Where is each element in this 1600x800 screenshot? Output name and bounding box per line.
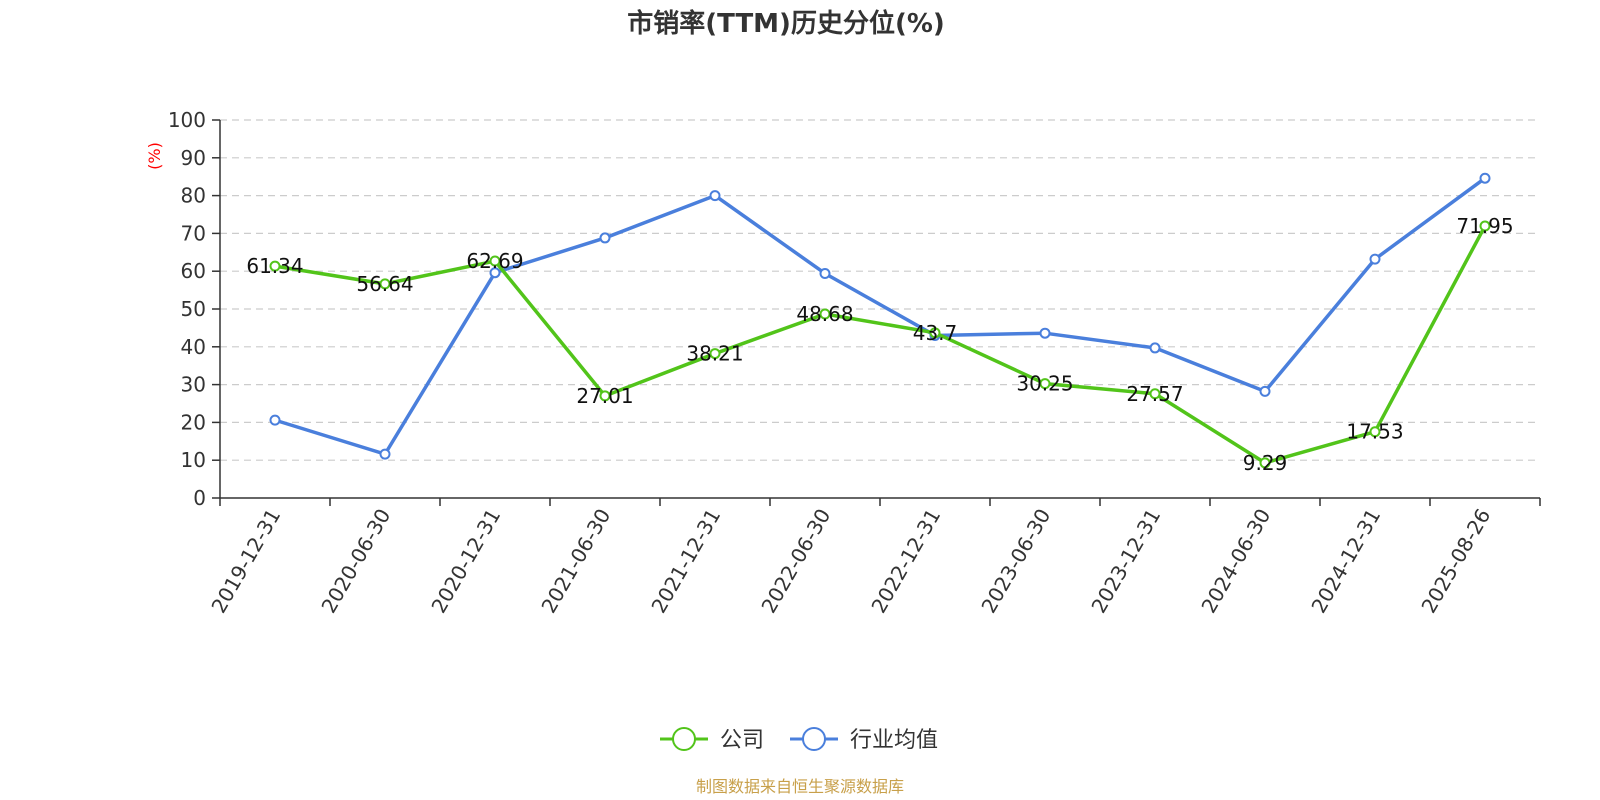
data-point-industry-avg: [1479, 172, 1491, 184]
data-label-company: 61.34: [246, 254, 303, 278]
x-tick-label: 2024-12-31: [1306, 505, 1385, 618]
data-point-company: [1369, 426, 1381, 438]
data-point-industry-avg: [1369, 253, 1381, 265]
x-tick-label: 2021-06-30: [536, 505, 615, 618]
legend[interactable]: 公司 行业均值: [660, 727, 938, 753]
data-label-company: 43.7: [913, 321, 958, 345]
axes: 0 10 20 30 40 50 60 70 80 90 100 2019-12-31 2020-06-…: [168, 108, 1541, 618]
legend-marker-company: [672, 727, 696, 751]
data-point-company: [1479, 220, 1491, 232]
data-point-industry-avg: [819, 267, 831, 279]
y-tick-label: 40: [181, 335, 206, 359]
y-tick-label: 100: [168, 108, 206, 132]
data-label-company: 27.01: [576, 384, 633, 408]
x-tick-label: 2023-12-31: [1086, 505, 1165, 618]
data-point-company: [489, 255, 501, 267]
source-note: 制图数据来自恒生聚源数据库: [696, 777, 904, 796]
data-point-company: [269, 260, 281, 272]
legend-marker-industry-avg: [802, 727, 826, 751]
data-point-industry-avg: [379, 448, 391, 460]
data-label-company: 56.64: [356, 272, 413, 296]
series-line-industry-avg: [274, 176, 1487, 456]
x-tick-label: 2022-12-31: [866, 505, 945, 618]
data-point-industry-avg: [1039, 327, 1051, 339]
x-tick-label: 2025-08-26: [1416, 505, 1495, 618]
data-point-industry-avg: [709, 190, 721, 202]
x-tick-label: 2019-12-31: [206, 505, 285, 618]
grid-lines: [220, 119, 1540, 461]
data-point-company: [929, 327, 941, 339]
x-tick-label: 2020-06-30: [316, 505, 395, 618]
legend-label-company: 公司: [720, 728, 764, 753]
data-label-company: 62.69: [466, 249, 523, 273]
data-label-company: 38.21: [686, 342, 743, 366]
y-tick-label: 0: [193, 486, 206, 510]
legend-item-industry-avg[interactable]: 行业均值: [790, 727, 938, 753]
y-tick-label: 90: [181, 146, 206, 170]
x-tick-label: 2021-12-31: [646, 505, 725, 618]
y-tick-label: 60: [181, 259, 206, 283]
data-label-company: 9.29: [1243, 451, 1288, 475]
data-point-industry-avg: [269, 414, 281, 426]
data-point-company: [1259, 457, 1271, 469]
y-tick-label: 10: [181, 448, 206, 472]
y-tick-label: 30: [181, 373, 206, 397]
y-tick-label: 70: [181, 221, 206, 245]
data-label-company: 48.68: [796, 302, 853, 326]
x-tick-label: 2023-06-30: [976, 505, 1055, 618]
data-point-company: [709, 348, 721, 360]
y-tick-label: 20: [181, 410, 206, 434]
series-layer: [269, 172, 1491, 469]
x-tick-label: 2022-06-30: [756, 505, 835, 618]
chart-title: 市销率(TTM)历史分位(%): [627, 8, 945, 39]
data-point-industry-avg: [1259, 385, 1271, 397]
data-label-company: 71.95: [1456, 214, 1513, 238]
x-tick-label: 2024-06-30: [1196, 505, 1275, 618]
data-label-company: 30.25: [1016, 372, 1073, 396]
data-point-company: [379, 278, 391, 290]
data-point-industry-avg: [489, 267, 501, 279]
y-tick-label: 50: [181, 297, 206, 321]
series-line-company: [274, 225, 1487, 465]
data-point-company: [599, 390, 611, 402]
data-point-company: [1149, 388, 1161, 400]
data-point-industry-avg: [599, 232, 611, 244]
data-point-industry-avg: [1149, 342, 1161, 354]
legend-item-company[interactable]: 公司: [660, 727, 764, 753]
data-labels: 61.34 56.64 62.69 27.01 38.21 48.68 43.7 30.25 2…: [246, 214, 1513, 475]
data-label-company: 17.53: [1346, 420, 1403, 444]
data-point-company: [819, 308, 831, 320]
y-tick-label: 80: [181, 184, 206, 208]
y-axis-label: (%): [145, 142, 164, 170]
legend-label-industry-avg: 行业均值: [850, 728, 938, 753]
x-tick-label: 2020-12-31: [426, 505, 505, 618]
data-label-company: 27.57: [1126, 382, 1183, 406]
data-point-company: [1039, 378, 1051, 390]
